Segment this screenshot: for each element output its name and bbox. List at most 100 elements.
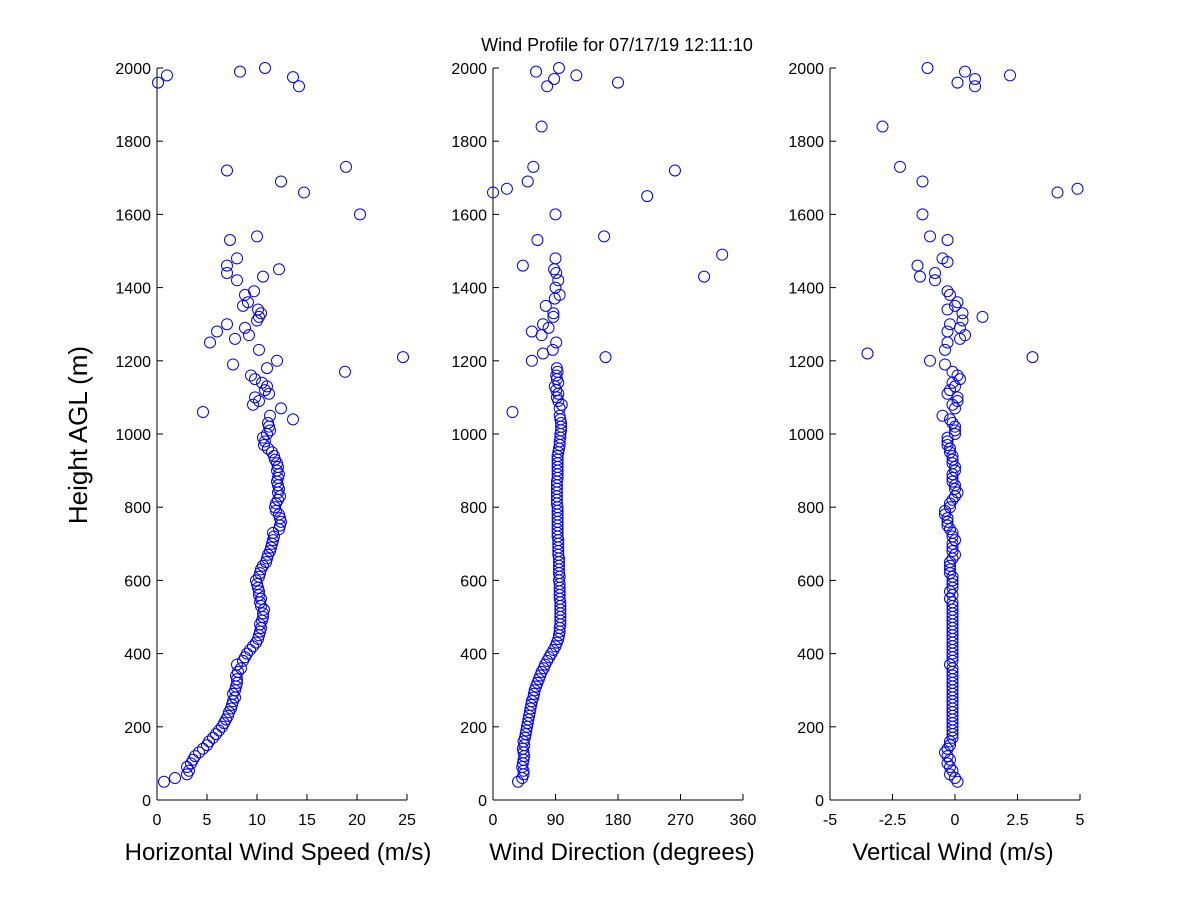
- data-point: [944, 753, 956, 766]
- data-point: [221, 318, 233, 331]
- data-point: [951, 296, 964, 309]
- data-point: [197, 742, 209, 755]
- data-point: [260, 556, 272, 569]
- data-point: [941, 435, 954, 448]
- data-point: [273, 523, 285, 536]
- x-axis-title-speed: Horizontal Wind Speed (m/s): [125, 839, 432, 866]
- data-point: [229, 684, 241, 697]
- y-tick-label: 200: [124, 720, 151, 737]
- data-point: [941, 519, 954, 532]
- data-point: [969, 72, 981, 85]
- data-point: [547, 310, 560, 323]
- y-tick-label: 1200: [115, 354, 151, 371]
- data-point: [249, 391, 261, 404]
- x-axis-title-vertical-wind: Vertical Wind (m/s): [852, 839, 1053, 866]
- y-tick-label: 200: [460, 720, 487, 737]
- data-point: [949, 428, 961, 440]
- data-point: [548, 292, 561, 305]
- data-point: [936, 252, 949, 265]
- data-point: [570, 69, 583, 82]
- x-tick-label: 0: [951, 812, 960, 829]
- x-tick-label: 2.5: [1006, 812, 1028, 829]
- data-point: [547, 307, 560, 320]
- data-point: [946, 669, 959, 682]
- data-point: [535, 120, 548, 133]
- data-point: [924, 230, 936, 243]
- data-point: [152, 76, 164, 89]
- data-point: [551, 365, 564, 378]
- data-point: [229, 332, 241, 345]
- data-point: [169, 772, 181, 785]
- data-point: [1026, 351, 1039, 364]
- data-point: [914, 270, 926, 283]
- data-point: [941, 336, 954, 349]
- data-point: [245, 369, 257, 382]
- data-point: [949, 534, 961, 547]
- data-point: [946, 530, 959, 543]
- y-tick-label: 600: [460, 573, 487, 590]
- data-point: [263, 387, 275, 400]
- data-point: [487, 186, 499, 199]
- x-tick-label: 360: [730, 812, 757, 829]
- data-point: [232, 665, 244, 678]
- data-point: [158, 775, 170, 788]
- data-point: [944, 563, 956, 576]
- data-point: [247, 398, 259, 411]
- data-point: [263, 420, 275, 433]
- data-point: [266, 537, 278, 550]
- data-point: [265, 541, 277, 554]
- data-point: [539, 299, 552, 312]
- data-point: [506, 406, 519, 419]
- data-point: [259, 62, 271, 74]
- data-point: [698, 270, 711, 283]
- data-point: [944, 658, 956, 671]
- data-point: [552, 62, 565, 74]
- data-point: [941, 742, 954, 755]
- data-point: [944, 768, 956, 781]
- figure-title: Wind Profile for 07/17/19 12:11:10: [481, 35, 753, 55]
- x-tick-label: 25: [398, 812, 416, 829]
- data-point: [956, 314, 969, 327]
- data-point: [894, 160, 906, 173]
- data-point: [941, 303, 954, 316]
- y-tick-label: 600: [797, 573, 824, 590]
- x-tick-label: 10: [248, 812, 266, 829]
- y-tick-label: 1000: [115, 427, 151, 444]
- data-point: [949, 460, 961, 473]
- y-tick-label: 800: [460, 500, 487, 517]
- data-point: [1051, 186, 1064, 199]
- data-point: [213, 724, 225, 737]
- data-point: [941, 512, 954, 525]
- data-point: [287, 413, 299, 426]
- data-point: [949, 402, 961, 415]
- data-point: [257, 559, 269, 572]
- data-point: [911, 259, 924, 272]
- data-point: [1071, 182, 1084, 195]
- data-point: [257, 270, 269, 283]
- data-point: [916, 208, 929, 221]
- data-point: [941, 750, 954, 763]
- y-tick-label: 1400: [451, 281, 487, 298]
- y-tick-label: 2000: [451, 61, 487, 78]
- data-point: [197, 406, 209, 419]
- data-point: [525, 325, 538, 338]
- data-point: [951, 395, 964, 408]
- y-tick-label: 1800: [451, 134, 487, 151]
- data-point: [944, 739, 956, 752]
- y-tick-label: 0: [478, 793, 487, 810]
- data-point: [944, 559, 956, 572]
- data-point: [221, 266, 233, 279]
- data-point: [251, 230, 263, 243]
- y-tick-label: 800: [124, 500, 151, 517]
- data-point: [949, 482, 961, 495]
- data-point: [954, 373, 966, 386]
- data-point: [226, 698, 238, 711]
- data-point: [668, 164, 681, 177]
- data-point: [257, 431, 269, 444]
- data-point: [941, 234, 954, 247]
- data-point: [271, 354, 283, 367]
- y-tick-label: 1600: [788, 207, 824, 224]
- data-point: [944, 318, 956, 331]
- data-point: [211, 325, 223, 338]
